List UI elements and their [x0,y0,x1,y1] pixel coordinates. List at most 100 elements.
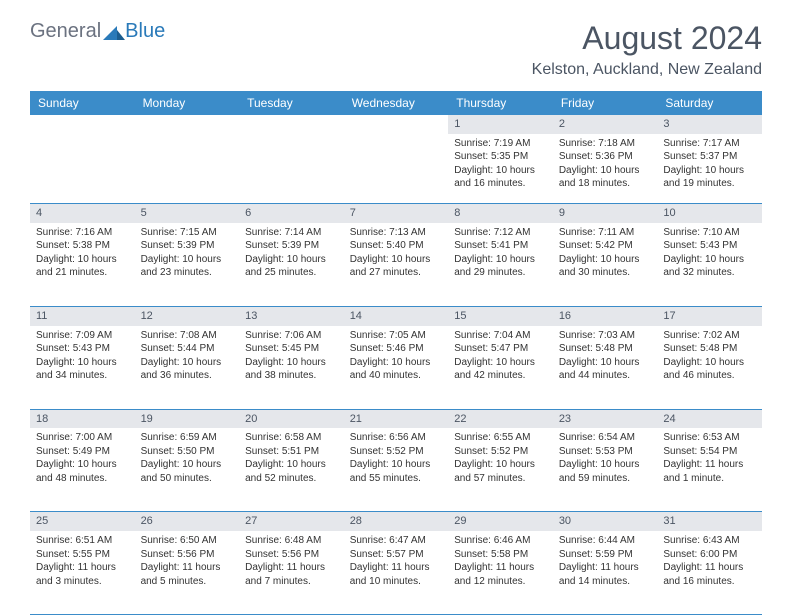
day-details: Sunrise: 6:46 AMSunset: 5:58 PMDaylight:… [448,531,553,614]
calendar-cell: 27Sunrise: 6:48 AMSunset: 5:56 PMDayligh… [239,512,344,615]
day-number: 6 [239,204,344,223]
day-header: Friday [553,91,658,115]
day-number: 12 [135,307,240,326]
day-details: Sunrise: 7:16 AMSunset: 5:38 PMDaylight:… [30,223,135,306]
day-details: Sunrise: 6:51 AMSunset: 5:55 PMDaylight:… [30,531,135,614]
day-details: Sunrise: 7:02 AMSunset: 5:48 PMDaylight:… [657,326,762,409]
calendar-body: 1Sunrise: 7:19 AMSunset: 5:35 PMDaylight… [30,115,762,615]
calendar-cell: 1Sunrise: 7:19 AMSunset: 5:35 PMDaylight… [448,115,553,203]
calendar-cell: 4Sunrise: 7:16 AMSunset: 5:38 PMDaylight… [30,203,135,306]
day-details: Sunrise: 6:58 AMSunset: 5:51 PMDaylight:… [239,428,344,511]
calendar-cell: 25Sunrise: 6:51 AMSunset: 5:55 PMDayligh… [30,512,135,615]
calendar-cell: 3Sunrise: 7:17 AMSunset: 5:37 PMDaylight… [657,115,762,203]
day-details: Sunrise: 6:48 AMSunset: 5:56 PMDaylight:… [239,531,344,614]
calendar-cell: 23Sunrise: 6:54 AMSunset: 5:53 PMDayligh… [553,409,658,512]
calendar-cell: 9Sunrise: 7:11 AMSunset: 5:42 PMDaylight… [553,203,658,306]
header: General Blue August 2024 Kelston, Auckla… [30,20,762,79]
day-number: 8 [448,204,553,223]
day-number: 3 [657,115,762,134]
calendar-cell: 6Sunrise: 7:14 AMSunset: 5:39 PMDaylight… [239,203,344,306]
day-details: Sunrise: 7:06 AMSunset: 5:45 PMDaylight:… [239,326,344,409]
calendar-table: SundayMondayTuesdayWednesdayThursdayFrid… [30,91,762,615]
calendar-cell: 15Sunrise: 7:04 AMSunset: 5:47 PMDayligh… [448,306,553,409]
day-number: 15 [448,307,553,326]
day-details: Sunrise: 6:47 AMSunset: 5:57 PMDaylight:… [344,531,449,614]
calendar-cell: 30Sunrise: 6:44 AMSunset: 5:59 PMDayligh… [553,512,658,615]
day-number: 5 [135,204,240,223]
calendar-cell: 24Sunrise: 6:53 AMSunset: 5:54 PMDayligh… [657,409,762,512]
day-number: 9 [553,204,658,223]
day-number: 11 [30,307,135,326]
day-number: 20 [239,410,344,429]
day-header: Saturday [657,91,762,115]
day-details: Sunrise: 6:50 AMSunset: 5:56 PMDaylight:… [135,531,240,614]
calendar-cell: 26Sunrise: 6:50 AMSunset: 5:56 PMDayligh… [135,512,240,615]
day-details: Sunrise: 7:11 AMSunset: 5:42 PMDaylight:… [553,223,658,306]
calendar-cell: 7Sunrise: 7:13 AMSunset: 5:40 PMDaylight… [344,203,449,306]
calendar-cell: 13Sunrise: 7:06 AMSunset: 5:45 PMDayligh… [239,306,344,409]
day-details: Sunrise: 7:19 AMSunset: 5:35 PMDaylight:… [448,134,553,203]
day-details: Sunrise: 6:54 AMSunset: 5:53 PMDaylight:… [553,428,658,511]
day-details: Sunrise: 6:55 AMSunset: 5:52 PMDaylight:… [448,428,553,511]
calendar-cell: 22Sunrise: 6:55 AMSunset: 5:52 PMDayligh… [448,409,553,512]
location-text: Kelston, Auckland, New Zealand [532,61,762,79]
calendar-week-row: 18Sunrise: 7:00 AMSunset: 5:49 PMDayligh… [30,409,762,512]
day-number: 13 [239,307,344,326]
day-details: Sunrise: 6:44 AMSunset: 5:59 PMDaylight:… [553,531,658,614]
day-details: Sunrise: 6:53 AMSunset: 5:54 PMDaylight:… [657,428,762,511]
day-details: Sunrise: 7:15 AMSunset: 5:39 PMDaylight:… [135,223,240,306]
calendar-week-row: 11Sunrise: 7:09 AMSunset: 5:43 PMDayligh… [30,306,762,409]
day-details: Sunrise: 7:08 AMSunset: 5:44 PMDaylight:… [135,326,240,409]
day-details: Sunrise: 7:14 AMSunset: 5:39 PMDaylight:… [239,223,344,306]
day-number: 7 [344,204,449,223]
logo-mark-icon [103,24,125,40]
calendar-cell: 8Sunrise: 7:12 AMSunset: 5:41 PMDaylight… [448,203,553,306]
calendar-cell: 16Sunrise: 7:03 AMSunset: 5:48 PMDayligh… [553,306,658,409]
day-number: 28 [344,512,449,531]
day-number: 14 [344,307,449,326]
day-header-row: SundayMondayTuesdayWednesdayThursdayFrid… [30,91,762,115]
calendar-week-row: 4Sunrise: 7:16 AMSunset: 5:38 PMDaylight… [30,203,762,306]
calendar-cell: 31Sunrise: 6:43 AMSunset: 6:00 PMDayligh… [657,512,762,615]
day-number: 26 [135,512,240,531]
day-details: Sunrise: 7:00 AMSunset: 5:49 PMDaylight:… [30,428,135,511]
day-number: 18 [30,410,135,429]
day-details: Sunrise: 7:09 AMSunset: 5:43 PMDaylight:… [30,326,135,409]
calendar-cell: 18Sunrise: 7:00 AMSunset: 5:49 PMDayligh… [30,409,135,512]
day-details: Sunrise: 7:03 AMSunset: 5:48 PMDaylight:… [553,326,658,409]
day-details: Sunrise: 7:10 AMSunset: 5:43 PMDaylight:… [657,223,762,306]
calendar-cell [239,115,344,203]
calendar-cell: 11Sunrise: 7:09 AMSunset: 5:43 PMDayligh… [30,306,135,409]
calendar-week-row: 25Sunrise: 6:51 AMSunset: 5:55 PMDayligh… [30,512,762,615]
calendar-cell [30,115,135,203]
calendar-cell: 29Sunrise: 6:46 AMSunset: 5:58 PMDayligh… [448,512,553,615]
calendar-cell: 28Sunrise: 6:47 AMSunset: 5:57 PMDayligh… [344,512,449,615]
day-number: 25 [30,512,135,531]
day-number: 21 [344,410,449,429]
day-details: Sunrise: 6:43 AMSunset: 6:00 PMDaylight:… [657,531,762,614]
day-number: 1 [448,115,553,134]
day-number: 4 [30,204,135,223]
day-number: 24 [657,410,762,429]
day-details: Sunrise: 7:05 AMSunset: 5:46 PMDaylight:… [344,326,449,409]
day-details: Sunrise: 6:56 AMSunset: 5:52 PMDaylight:… [344,428,449,511]
day-number: 10 [657,204,762,223]
calendar-cell: 21Sunrise: 6:56 AMSunset: 5:52 PMDayligh… [344,409,449,512]
day-details: Sunrise: 7:13 AMSunset: 5:40 PMDaylight:… [344,223,449,306]
day-header: Monday [135,91,240,115]
calendar-cell: 2Sunrise: 7:18 AMSunset: 5:36 PMDaylight… [553,115,658,203]
day-details: Sunrise: 7:12 AMSunset: 5:41 PMDaylight:… [448,223,553,306]
logo: General Blue [30,20,165,43]
calendar-cell [344,115,449,203]
day-number: 31 [657,512,762,531]
calendar-cell: 5Sunrise: 7:15 AMSunset: 5:39 PMDaylight… [135,203,240,306]
calendar-cell: 19Sunrise: 6:59 AMSunset: 5:50 PMDayligh… [135,409,240,512]
day-number: 16 [553,307,658,326]
day-number: 23 [553,410,658,429]
day-number: 17 [657,307,762,326]
calendar-cell: 14Sunrise: 7:05 AMSunset: 5:46 PMDayligh… [344,306,449,409]
month-title: August 2024 [532,20,762,57]
day-details: Sunrise: 7:17 AMSunset: 5:37 PMDaylight:… [657,134,762,203]
day-header: Sunday [30,91,135,115]
title-block: August 2024 Kelston, Auckland, New Zeala… [532,20,762,79]
